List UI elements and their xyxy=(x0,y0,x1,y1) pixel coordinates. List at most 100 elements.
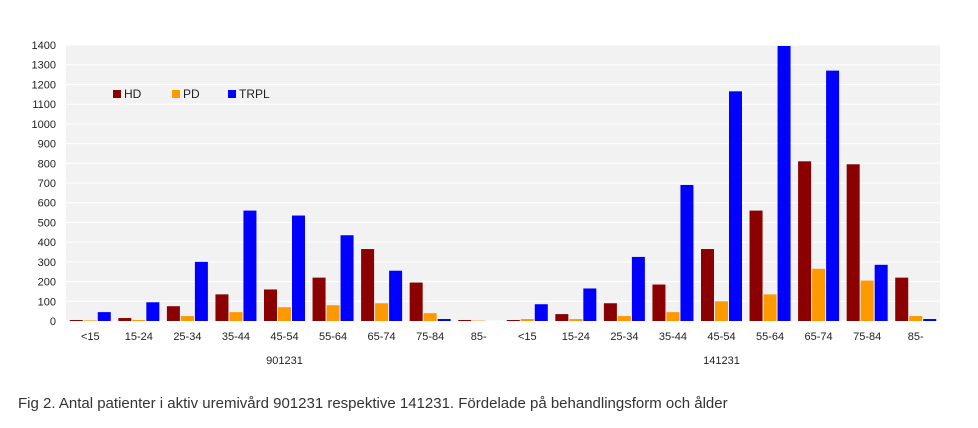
bar-chart: 0 100 200 300 400 500 600 700 800 900 1000 1100 1200… xyxy=(32,40,940,367)
y-tick-label: 600 xyxy=(38,198,56,210)
bar-trpl xyxy=(583,288,597,321)
x-tick-label: 45-54 xyxy=(707,331,735,343)
bar-hd xyxy=(749,210,763,321)
y-tick-label: 0 xyxy=(50,316,56,328)
x-tick-label: 35-44 xyxy=(659,331,687,343)
bar-hd xyxy=(846,164,860,321)
y-tick-label: 1100 xyxy=(32,99,56,111)
bars xyxy=(69,45,937,321)
bar-hd xyxy=(361,249,375,321)
bar-trpl xyxy=(729,91,742,321)
bar-hd xyxy=(215,294,229,321)
gridlines xyxy=(66,44,940,322)
bar-pd xyxy=(423,313,437,321)
y-tick-label: 300 xyxy=(38,257,56,269)
bar-pd xyxy=(617,316,631,321)
x-tick-label: 25-34 xyxy=(173,331,201,343)
bar-trpl xyxy=(97,312,111,321)
y-tick-label: 800 xyxy=(38,158,56,170)
x-tick-label: 85- xyxy=(908,331,924,343)
y-tick-label: 500 xyxy=(38,217,56,229)
bar-pd xyxy=(569,319,583,321)
bar-trpl xyxy=(437,319,451,321)
bar-hd xyxy=(506,320,520,321)
bar-pd xyxy=(326,305,340,321)
bar-hd xyxy=(264,289,277,321)
y-tick-label: 1200 xyxy=(32,79,56,91)
bar-pd xyxy=(909,316,923,321)
bar-hd xyxy=(458,320,472,321)
y-tick-label: 400 xyxy=(38,237,56,249)
bar-trpl xyxy=(340,235,354,321)
bar-trpl xyxy=(146,302,160,321)
x-tick-label: 55-64 xyxy=(319,331,347,343)
x-axis-groups: 901231 141231 xyxy=(266,355,740,367)
bar-pd xyxy=(812,268,826,321)
x-tick-label: 35-44 xyxy=(222,331,250,343)
bar-hd xyxy=(798,161,812,321)
y-tick-label: 700 xyxy=(38,178,56,190)
figure-caption: Fig 2. Antal patienter i aktiv uremivård… xyxy=(18,395,728,412)
bar-hd xyxy=(555,314,569,321)
x-tick-label: 85- xyxy=(471,331,487,343)
bar-trpl xyxy=(680,184,694,321)
legend-swatch-pd xyxy=(172,90,180,98)
bar-trpl xyxy=(292,215,305,321)
group-label: 141231 xyxy=(703,355,740,367)
x-tick-label: 45-54 xyxy=(270,331,298,343)
legend-swatch-trpl xyxy=(228,90,236,98)
bar-pd xyxy=(180,316,194,321)
legend-swatch-hd xyxy=(113,90,121,98)
bar-hd xyxy=(118,318,132,321)
y-tick-label: 900 xyxy=(38,139,56,151)
bar-trpl xyxy=(243,210,257,321)
bar-trpl xyxy=(631,256,645,321)
y-axis-ticks: 0 100 200 300 400 500 600 700 800 900 1000 1100 1200… xyxy=(32,40,56,328)
y-tick-label: 1400 xyxy=(32,40,56,52)
legend-label-hd: HD xyxy=(124,87,142,101)
bar-pd xyxy=(763,294,777,321)
legend: HD PD TRPL xyxy=(113,87,270,101)
bar-trpl xyxy=(826,70,840,321)
bar-trpl xyxy=(874,264,888,321)
bar-hd xyxy=(69,320,83,321)
bar-trpl xyxy=(923,319,937,321)
bar-pd xyxy=(229,312,243,321)
x-tick-label: 55-64 xyxy=(756,331,784,343)
x-tick-label: <15 xyxy=(518,331,537,343)
legend-label-pd: PD xyxy=(183,87,200,101)
bar-pd xyxy=(83,320,97,321)
bar-trpl xyxy=(389,270,403,321)
bar-pd xyxy=(666,312,680,321)
bar-pd xyxy=(860,280,874,321)
bar-pd xyxy=(520,319,534,321)
bar-hd xyxy=(701,249,714,321)
bar-pd xyxy=(278,307,291,321)
bar-hd xyxy=(312,277,326,321)
bar-trpl xyxy=(777,45,791,321)
x-tick-label: 15-24 xyxy=(562,331,590,343)
group-label: 901231 xyxy=(266,355,303,367)
x-tick-label: 65-74 xyxy=(805,331,833,343)
x-axis-ticks: <15 15-24 25-34 35-44 45-54 55-64 65-74 75-84 85… xyxy=(81,331,924,343)
bar-hd xyxy=(895,277,909,321)
bar-hd xyxy=(603,303,617,321)
bar-pd xyxy=(715,301,728,321)
bar-hd xyxy=(652,284,666,321)
x-tick-label: 65-74 xyxy=(368,331,396,343)
x-tick-label: 75-84 xyxy=(853,331,881,343)
x-tick-label: 15-24 xyxy=(125,331,153,343)
bar-pd xyxy=(132,320,146,321)
y-tick-label: 1000 xyxy=(32,119,56,131)
y-tick-label: 200 xyxy=(38,277,56,289)
bar-trpl xyxy=(534,304,548,321)
y-tick-label: 100 xyxy=(38,296,56,308)
legend-label-trpl: TRPL xyxy=(239,87,270,101)
bar-hd xyxy=(409,282,423,321)
bar-trpl xyxy=(194,261,208,321)
x-tick-label: 25-34 xyxy=(610,331,638,343)
bar-pd xyxy=(375,303,389,321)
y-tick-label: 1300 xyxy=(32,60,56,72)
x-tick-label: <15 xyxy=(81,331,100,343)
bar-hd xyxy=(166,306,180,321)
